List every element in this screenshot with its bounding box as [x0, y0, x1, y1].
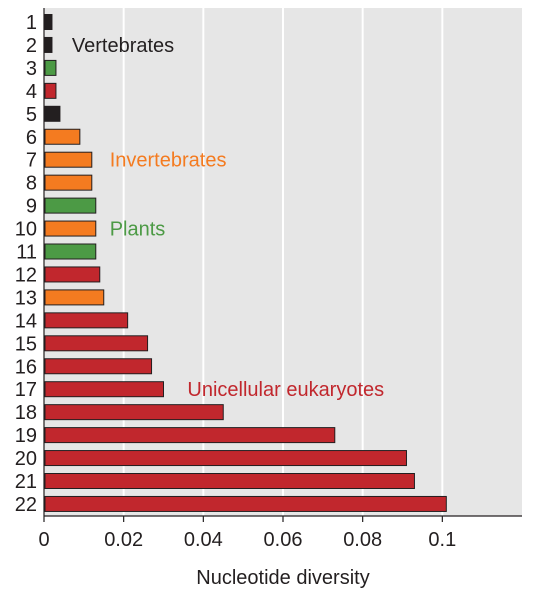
category-label-20: 20 [15, 448, 37, 470]
category-label-17: 17 [15, 379, 37, 401]
bar-2 [44, 36, 53, 53]
category-label-4: 4 [26, 81, 37, 103]
bar-20 [44, 450, 407, 467]
category-label-12: 12 [15, 264, 37, 286]
bar-8 [44, 174, 93, 191]
annotation-unicellular-eukaryotes: Unicellular eukaryotes [187, 379, 384, 401]
bars [44, 14, 447, 512]
bar-22 [44, 495, 447, 512]
category-label-15: 15 [15, 333, 37, 355]
x-tick-label-1: 0.02 [104, 529, 143, 551]
x-tick-label-2: 0.04 [184, 529, 223, 551]
bar-1 [44, 14, 53, 30]
group-annotations: Vertebrates Invertebrates Plants Unicellula… [72, 35, 384, 401]
bar-5 [44, 105, 61, 122]
category-label-9: 9 [26, 196, 37, 218]
bar-21 [44, 473, 415, 489]
bar-11 [44, 243, 97, 260]
category-label-3: 3 [26, 58, 37, 80]
annotation-invertebrates: Invertebrates [110, 150, 227, 172]
category-label-21: 21 [15, 471, 37, 493]
annotation-vertebrates: Vertebrates [72, 35, 174, 57]
bar-14 [44, 312, 129, 329]
x-tick-label-4: 0.08 [343, 529, 382, 551]
category-label-11: 11 [16, 242, 37, 264]
bar-3 [44, 59, 57, 76]
bar-7 [44, 151, 93, 168]
category-label-1: 1 [26, 12, 37, 34]
category-label-5: 5 [26, 104, 37, 126]
bar-15 [44, 335, 149, 352]
bar-12 [44, 266, 101, 283]
category-label-6: 6 [26, 127, 37, 149]
x-tick-label-0: 0 [38, 529, 49, 551]
x-tick-label-3: 0.06 [264, 529, 303, 551]
annotation-plants: Plants [110, 219, 166, 241]
category-label-16: 16 [15, 356, 37, 378]
x-axis-label: Nucleotide diversity [196, 567, 369, 589]
bar-16 [44, 358, 153, 375]
category-label-7: 7 [26, 150, 37, 172]
bar-17 [44, 381, 164, 398]
category-label-13: 13 [15, 287, 37, 309]
bar-13 [44, 289, 105, 306]
category-label-18: 18 [15, 402, 37, 424]
bar-9 [44, 197, 97, 214]
bar-19 [44, 427, 336, 444]
category-label-2: 2 [26, 35, 37, 57]
bar-10 [44, 220, 97, 237]
category-label-8: 8 [26, 173, 37, 195]
bar-4 [44, 82, 57, 99]
category-label-22: 22 [15, 494, 37, 516]
bar-18 [44, 404, 224, 421]
category-label-14: 14 [15, 310, 37, 332]
x-axis: 0 0.02 0.04 0.06 0.08 0.1 [38, 8, 522, 551]
category-label-10: 10 [15, 219, 37, 241]
category-label-19: 19 [15, 425, 37, 447]
bar-6 [44, 128, 81, 145]
x-tick-label-5: 0.1 [428, 529, 456, 551]
